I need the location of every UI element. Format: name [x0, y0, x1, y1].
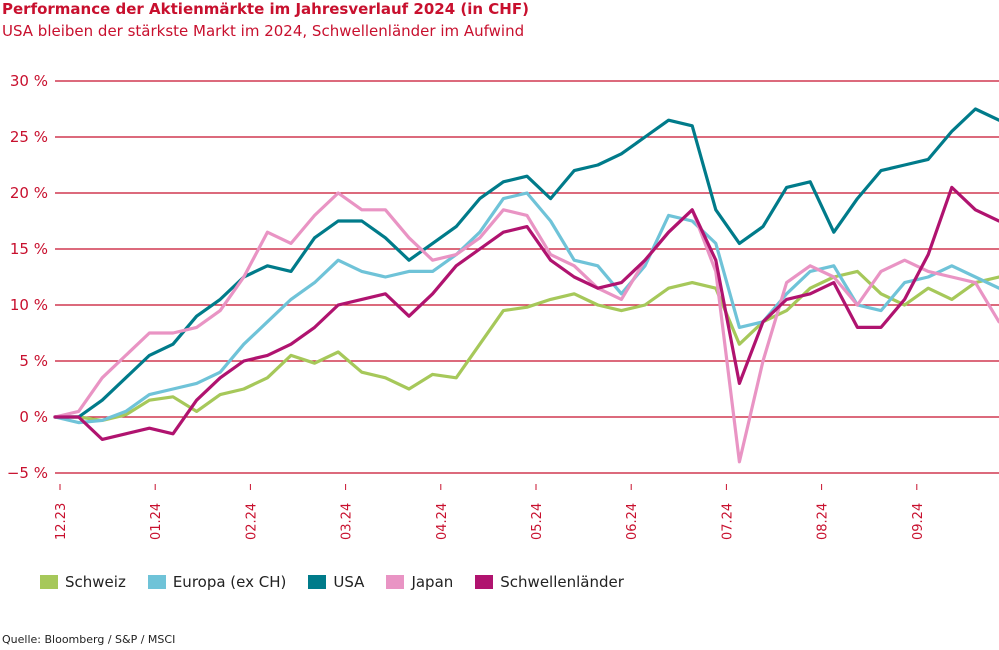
x-tick-label: 06.24 [625, 503, 640, 540]
legend-item-europa: Europa (ex CH) [147, 573, 287, 591]
source-note: Quelle: Bloomberg / S&P / MSCI [2, 633, 176, 646]
x-tick-label: 03.24 [340, 503, 355, 540]
x-tick-label: 01.24 [149, 503, 164, 540]
series-line-schweiz [53, 269, 999, 422]
x-tick-label: 05.24 [530, 503, 545, 540]
series-line-schwellenländer [53, 185, 999, 441]
legend-label: Japan [411, 573, 454, 591]
legend-label: Schweiz [65, 573, 126, 591]
y-tick-label: 30 % [10, 72, 48, 90]
legend-item-japan: Japan [386, 573, 453, 591]
y-tick-label: 10 % [10, 296, 48, 314]
x-tick-label: 04.24 [435, 503, 450, 540]
legend-swatch-schwellenlaender [475, 575, 494, 589]
y-tick-label: 5 % [19, 352, 48, 370]
chart-title: Performance der Aktienmärkte im Jahresve… [2, 0, 529, 18]
legend-label: Europa (ex CH) [172, 573, 287, 591]
x-tick-label: 07.24 [720, 503, 735, 540]
series-line-usa [53, 107, 999, 419]
y-tick-label: 15 % [10, 240, 48, 258]
x-tick-label: 02.24 [244, 503, 259, 540]
series-line-japan [53, 191, 999, 464]
x-tick-label: 12.23 [54, 503, 69, 540]
legend-label: USA [333, 573, 365, 591]
legend-swatch-schweiz [40, 575, 58, 589]
legend-item-usa: USA [308, 573, 364, 591]
legend-item-schwellenlaender: Schwellenländer [475, 573, 624, 591]
legend-label: Schwellenländer [500, 573, 624, 591]
legend-swatch-europa [147, 575, 166, 589]
x-tick-label: 08.24 [816, 503, 831, 540]
legend-item-schweiz: Schweiz [40, 573, 126, 591]
y-tick-label: 20 % [10, 184, 48, 202]
y-tick-label: 0 % [19, 408, 48, 426]
chart-subtitle: USA bleiben der stärkste Markt im 2024, … [2, 22, 525, 40]
x-tick-label: 09.24 [911, 503, 926, 540]
series-line-europa-ex-ch- [53, 191, 999, 425]
y-tick-label: 25 % [10, 128, 48, 146]
y-tick-label: −5 % [7, 464, 48, 482]
legend-swatch-usa [308, 575, 327, 589]
chart-legend: Schweiz Europa (ex CH) USA Japan Schwell… [40, 573, 646, 591]
legend-swatch-japan [386, 575, 405, 589]
